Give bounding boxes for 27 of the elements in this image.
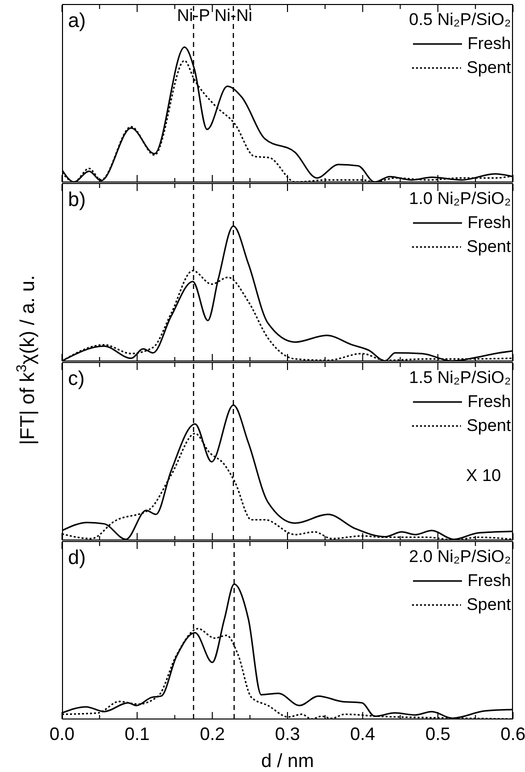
annotation: X 10 (466, 466, 501, 486)
x-tick-label: 0.6 (500, 724, 525, 744)
legend-label: Spent (466, 415, 511, 437)
x-tick-label: 0.4 (350, 724, 376, 744)
ref-line-label: Ni-P (177, 6, 210, 25)
x-axis-title: d / nm (261, 751, 314, 772)
legend-label: Spent (466, 594, 511, 616)
x-tick-label: 0.0 (49, 724, 75, 744)
legend-label: Fresh (468, 212, 511, 234)
text: d) (68, 547, 86, 570)
x-tick-label: 0.5 (425, 724, 450, 744)
text: b) (68, 189, 86, 212)
x-tick-label: 0.3 (274, 724, 300, 744)
legend-title: 1.0 Ni₂P/SiO₂ (408, 188, 511, 210)
text: a) (68, 10, 86, 33)
legend-label: Fresh (468, 570, 511, 592)
legend-title: 2.0 Ni₂P/SiO₂ (408, 546, 511, 568)
legend-label: Fresh (468, 391, 511, 413)
ref-line-label: Ni-Ni (214, 6, 252, 25)
x-tick-label: 0.1 (124, 724, 150, 744)
legend-title: 1.5 Ni₂P/SiO₂ (408, 367, 511, 389)
text: c) (68, 368, 85, 391)
legend-title: 0.5 Ni₂P/SiO₂ (408, 9, 511, 31)
legend-label: Spent (466, 57, 511, 79)
x-tick-label: 0.2 (200, 724, 225, 744)
legend-label: Spent (466, 236, 511, 258)
legend-label: Fresh (468, 33, 511, 55)
